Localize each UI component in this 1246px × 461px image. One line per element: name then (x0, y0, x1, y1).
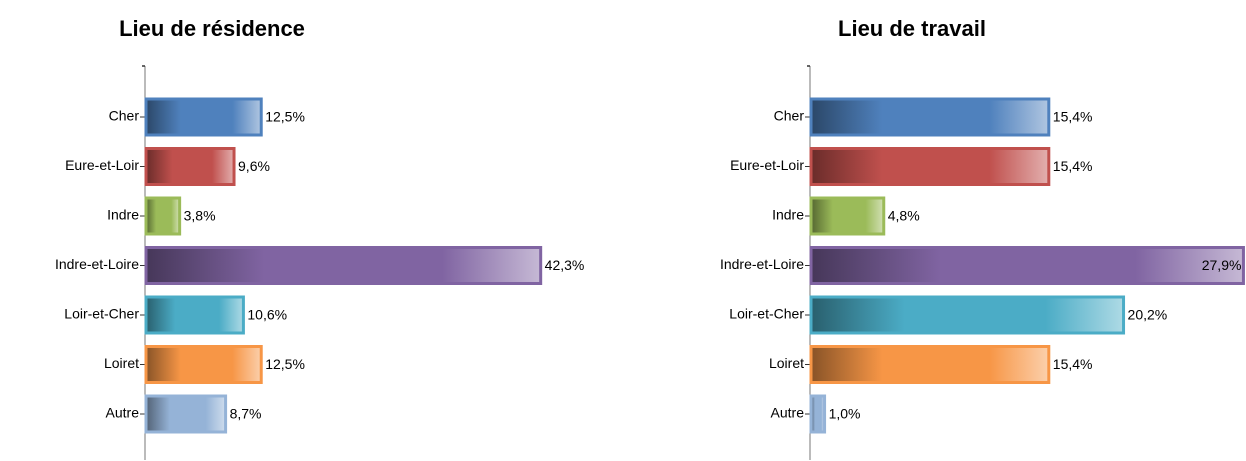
bar (809, 295, 1126, 335)
category-label: Eure-et-Loir (730, 157, 804, 173)
category-label: Loir-et-Cher (64, 306, 139, 322)
value-label: 15,4% (1053, 356, 1093, 372)
bar (809, 345, 1051, 384)
category-label: Indre (772, 207, 804, 223)
chart-title: Lieu de résidence (119, 16, 305, 41)
value-label: 27,9% (1202, 257, 1242, 273)
bar (809, 196, 886, 236)
category-label: Autre (106, 405, 140, 421)
chart-title: Lieu de travail (838, 16, 986, 41)
value-label: 20,2% (1128, 307, 1168, 323)
category-label: Indre-et-Loire (720, 256, 804, 272)
category-label: Loiret (769, 355, 804, 371)
category-label: Loir-et-Cher (729, 306, 804, 322)
category-label: Loiret (104, 355, 139, 371)
bar (809, 394, 827, 434)
bar (144, 394, 228, 434)
value-label: 1,0% (829, 406, 861, 422)
category-label: Cher (109, 108, 140, 124)
bar (144, 295, 245, 335)
category-label: Indre-et-Loire (55, 256, 139, 272)
value-label: 3,8% (184, 208, 216, 224)
bar (144, 246, 543, 285)
category-label: Eure-et-Loir (65, 157, 139, 173)
value-label: 12,5% (265, 109, 305, 125)
bar (144, 147, 236, 186)
value-label: 15,4% (1053, 158, 1093, 174)
value-label: 8,7% (230, 406, 262, 422)
value-label: 15,4% (1053, 109, 1093, 125)
category-label: Autre (771, 405, 805, 421)
bar (809, 246, 1245, 285)
bar (809, 147, 1051, 186)
bar (144, 97, 263, 137)
value-label: 4,8% (888, 208, 920, 224)
value-label: 42,3% (545, 257, 585, 273)
category-label: Indre (107, 207, 139, 223)
bar (144, 196, 182, 236)
bar (144, 345, 263, 384)
value-label: 9,6% (238, 158, 270, 174)
value-label: 10,6% (247, 307, 287, 323)
bar (809, 97, 1051, 137)
category-label: Cher (774, 108, 805, 124)
value-label: 12,5% (265, 356, 305, 372)
